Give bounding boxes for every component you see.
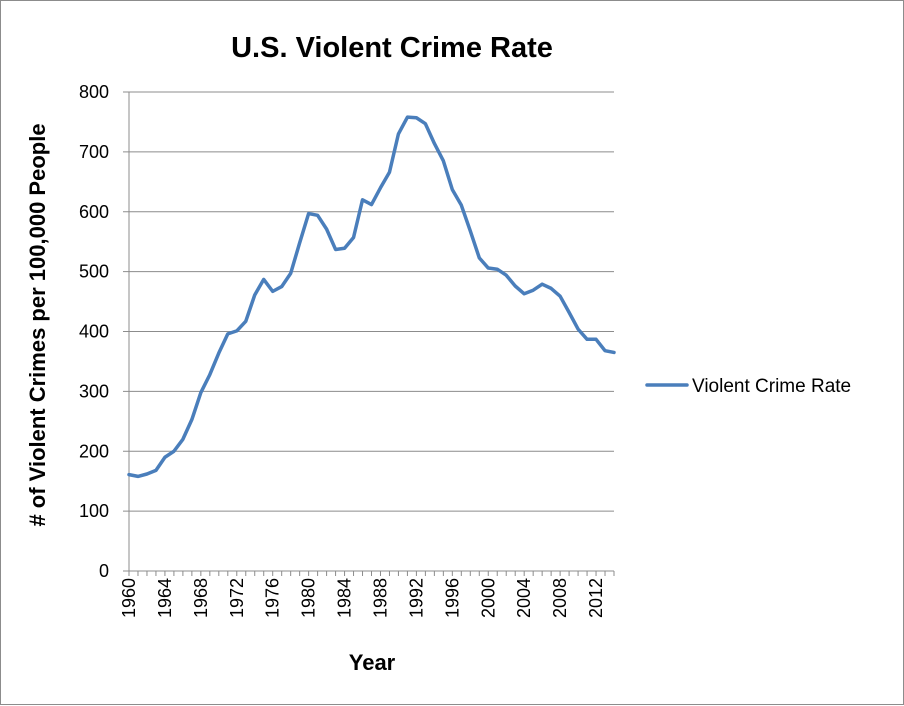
y-tick-label: 200	[79, 441, 109, 461]
series-layer	[127, 115, 616, 479]
y-tick-label: 100	[79, 501, 109, 521]
data-point-2000	[486, 266, 490, 270]
data-point-2003	[513, 284, 517, 288]
y-axis-title: # of Violent Crimes per 100,000 People	[25, 123, 50, 526]
data-point-2013	[603, 349, 607, 353]
data-point-1973	[244, 319, 248, 323]
x-tick-label: 1984	[335, 578, 355, 618]
data-point-2005	[531, 288, 535, 292]
data-point-1963	[154, 468, 158, 472]
data-point-2001	[495, 267, 499, 271]
data-point-1962	[145, 472, 149, 476]
x-tick-label: 1964	[155, 578, 175, 618]
x-tick-label: 1976	[263, 578, 283, 618]
legend: Violent Crime Rate	[645, 376, 851, 397]
legend-label: Violent Crime Rate	[692, 376, 851, 397]
data-point-1967	[190, 418, 194, 422]
data-point-1990	[396, 132, 400, 136]
data-point-2008	[558, 294, 562, 298]
data-point-1995	[441, 159, 445, 163]
data-point-1998	[468, 229, 472, 233]
x-tick-label: 1996	[442, 578, 462, 618]
data-point-2014	[612, 350, 616, 354]
x-tick-label: 1992	[406, 578, 426, 618]
y-tick-label: 400	[79, 322, 109, 342]
x-tick-label: 1972	[227, 578, 247, 618]
x-tick-label: 1968	[191, 578, 211, 618]
x-axis-title: Year	[349, 650, 396, 675]
data-point-2006	[540, 282, 544, 286]
data-point-1974	[253, 293, 257, 297]
data-point-1986	[361, 198, 365, 202]
x-tick-label: 2008	[550, 578, 570, 618]
y-tick-label: 300	[79, 381, 109, 401]
y-tick-label: 500	[79, 262, 109, 282]
data-point-2002	[504, 273, 508, 277]
data-point-1989	[387, 170, 391, 174]
gridlines	[129, 91, 614, 512]
chart-title: U.S. Violent Crime Rate	[231, 32, 553, 64]
y-tick-label: 600	[79, 202, 109, 222]
data-point-1981	[316, 213, 320, 217]
data-point-1964	[163, 455, 167, 459]
data-point-1971	[226, 332, 230, 336]
y-tick-label: 0	[99, 561, 109, 581]
data-point-1999	[477, 256, 481, 260]
data-point-1965	[172, 449, 176, 453]
x-tick-label: 1960	[119, 578, 139, 618]
series-line-0	[127, 115, 616, 479]
data-point-1984	[343, 246, 347, 250]
x-tick-label: 1988	[370, 578, 390, 618]
data-point-1985	[352, 235, 356, 239]
x-tick-label: 2012	[586, 578, 606, 618]
data-point-1976	[271, 289, 275, 293]
data-point-1997	[459, 203, 463, 207]
data-point-1996	[450, 188, 454, 192]
axes	[123, 91, 615, 576]
data-point-1992	[414, 116, 418, 120]
y-tick-label: 800	[79, 82, 109, 102]
data-point-1982	[325, 227, 329, 231]
x-tick-label: 2000	[478, 578, 498, 618]
data-point-1961	[136, 474, 140, 478]
data-point-1987	[370, 203, 374, 207]
data-point-1979	[298, 241, 302, 245]
x-tick-label: 1980	[299, 578, 319, 618]
data-point-1993	[423, 122, 427, 126]
y-axis-tick-labels: 0 100 200 300 400 500 600 700 800	[79, 82, 109, 581]
data-point-2012	[594, 337, 598, 341]
data-point-2009	[567, 310, 571, 314]
data-point-1972	[235, 329, 239, 333]
data-point-2010	[576, 327, 580, 331]
data-point-1988	[378, 186, 382, 190]
data-point-2011	[585, 337, 589, 341]
data-point-1991	[405, 115, 409, 119]
data-point-1968	[199, 391, 203, 395]
data-point-1980	[307, 212, 311, 216]
data-point-1994	[432, 141, 436, 145]
data-point-1960	[127, 473, 131, 477]
data-point-1966	[181, 437, 185, 441]
data-point-1983	[334, 247, 338, 251]
data-point-1969	[208, 373, 212, 377]
y-tick-label: 700	[79, 142, 109, 162]
data-point-2007	[549, 286, 553, 290]
data-point-1970	[217, 351, 221, 355]
data-point-1975	[262, 277, 266, 281]
x-tick-label: 2004	[514, 578, 534, 618]
data-point-1978	[289, 271, 293, 275]
data-point-1977	[280, 285, 284, 289]
x-axis-tick-labels: 1960 1964 1968 1972 1976 1980 1984 1988 1992 1996…	[119, 578, 606, 618]
data-point-2004	[522, 292, 526, 296]
